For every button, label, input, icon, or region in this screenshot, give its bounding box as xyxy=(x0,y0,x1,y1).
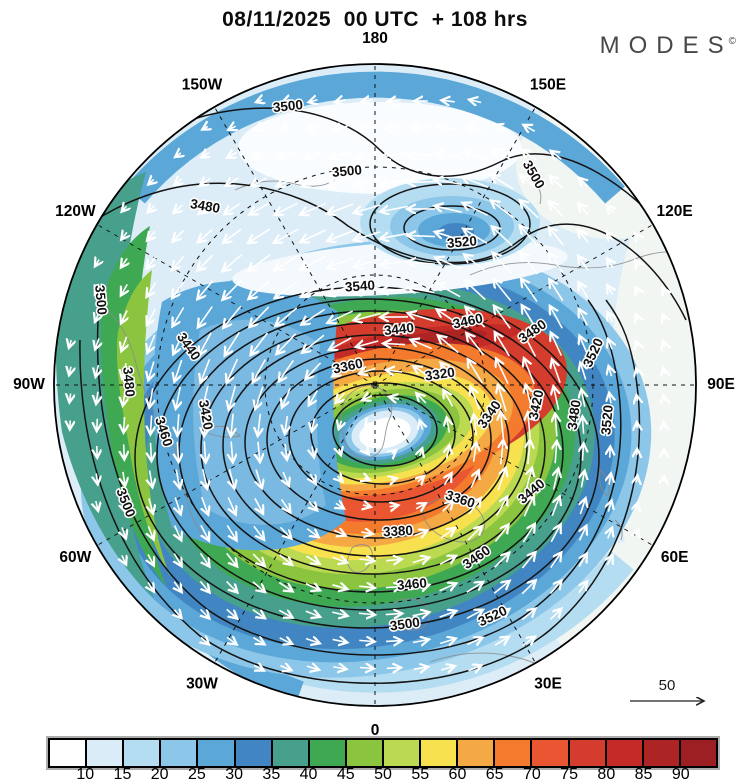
colorbar-cell xyxy=(570,740,607,766)
wind-arrow xyxy=(124,444,125,459)
longitude-label: 120W xyxy=(55,203,96,220)
contour-label: 3520 xyxy=(446,233,477,251)
colorbar-tick: 85 xyxy=(635,766,653,784)
wind-arrow xyxy=(407,235,435,236)
wind-arrow xyxy=(610,446,611,457)
longitude-label: 90W xyxy=(13,376,45,393)
contour-label: 3460 xyxy=(396,575,427,593)
colorbar-cell xyxy=(50,740,87,766)
longitude-label: 60W xyxy=(59,549,91,566)
wind-arrow xyxy=(97,419,98,431)
wind-arrow xyxy=(383,343,405,344)
colorbar-cell xyxy=(681,740,716,766)
wind-reference-arrow: 50 xyxy=(630,677,704,701)
longitude-label: 60E xyxy=(661,549,689,566)
colorbar-tick: 65 xyxy=(486,766,504,784)
contour-label: 3520 xyxy=(598,404,616,435)
wind-arrow xyxy=(360,668,374,669)
colorbar-cell xyxy=(458,740,495,766)
colorbar-tick: 35 xyxy=(262,766,280,784)
longitude-label: 30E xyxy=(534,676,562,693)
longitude-label: 120E xyxy=(657,203,693,220)
colorbar-cell xyxy=(644,740,681,766)
colorbar-cell xyxy=(384,740,421,766)
colorbar-cell xyxy=(161,740,198,766)
colorbar-tick: 90 xyxy=(672,766,690,784)
longitude-label: 150E xyxy=(530,76,566,93)
longitude-label: 180 xyxy=(362,30,388,47)
colorbar-cell xyxy=(495,740,532,766)
colorbar-cell xyxy=(421,740,458,766)
colorbar-tick: 10 xyxy=(76,766,94,784)
wind-arrow xyxy=(387,668,401,669)
colorbar-cell xyxy=(532,740,569,766)
wind-arrow xyxy=(151,443,152,461)
wind-arrow xyxy=(386,641,402,642)
contour-label: 3380 xyxy=(383,523,414,540)
contour-label: 3500 xyxy=(272,97,303,115)
wind-arrow xyxy=(664,476,665,482)
colorbar-tick: 40 xyxy=(300,766,318,784)
colorbar-tick: 80 xyxy=(597,766,615,784)
weather-map: 3500350034803500348034403420346035003540… xyxy=(0,0,750,750)
colorbar-cell xyxy=(347,740,384,766)
colorbar-cell xyxy=(198,740,235,766)
wind-arrow xyxy=(97,446,98,458)
wind-arrow xyxy=(407,182,435,183)
colorbar-tick-labels: 10 15 20 25 30 35 40 45 50 55 60 65 70 75 80 85 90 xyxy=(48,766,718,782)
wind-arrow xyxy=(664,395,665,401)
colorbar-tick: 70 xyxy=(523,766,541,784)
colorbar-tick: 60 xyxy=(449,766,467,784)
colorbar-tick: 25 xyxy=(188,766,206,784)
colorbar-cell xyxy=(124,740,161,766)
wind-arrow xyxy=(386,613,403,614)
wind-arrow xyxy=(582,443,583,460)
colorbar-cell xyxy=(607,740,644,766)
wind-arrow xyxy=(408,155,434,156)
wind-arrow xyxy=(636,476,637,483)
contour-label: 3540 xyxy=(344,278,375,295)
wind-speed-colorbar xyxy=(48,738,718,768)
colorbar-tick: 75 xyxy=(560,766,578,784)
colorbar-cell xyxy=(273,740,310,766)
contour-label: 3440 xyxy=(383,320,414,338)
colorbar-tick: 20 xyxy=(151,766,169,784)
colorbar-tick: 30 xyxy=(225,766,243,784)
colorbar-tick: 55 xyxy=(411,766,429,784)
longitude-label: 150W xyxy=(182,76,223,93)
contour-label: 3500 xyxy=(331,162,362,180)
longitude-label: 30W xyxy=(186,676,218,693)
colorbar-tick: 50 xyxy=(374,766,392,784)
colorbar-tick: 45 xyxy=(337,766,355,784)
colorbar-cell xyxy=(87,740,124,766)
longitude-label: 0 xyxy=(371,722,380,739)
wind-arrow xyxy=(637,395,638,401)
wind-arrow xyxy=(124,417,125,433)
reference-arrow-label: 50 xyxy=(659,677,676,694)
colorbar-cell xyxy=(236,740,273,766)
colorbar-tick: 15 xyxy=(114,766,132,784)
longitude-label: 90E xyxy=(707,376,735,393)
colorbar-cell xyxy=(310,740,347,766)
contour-label: 3480 xyxy=(120,366,138,397)
contour-label: 3500 xyxy=(92,284,110,315)
